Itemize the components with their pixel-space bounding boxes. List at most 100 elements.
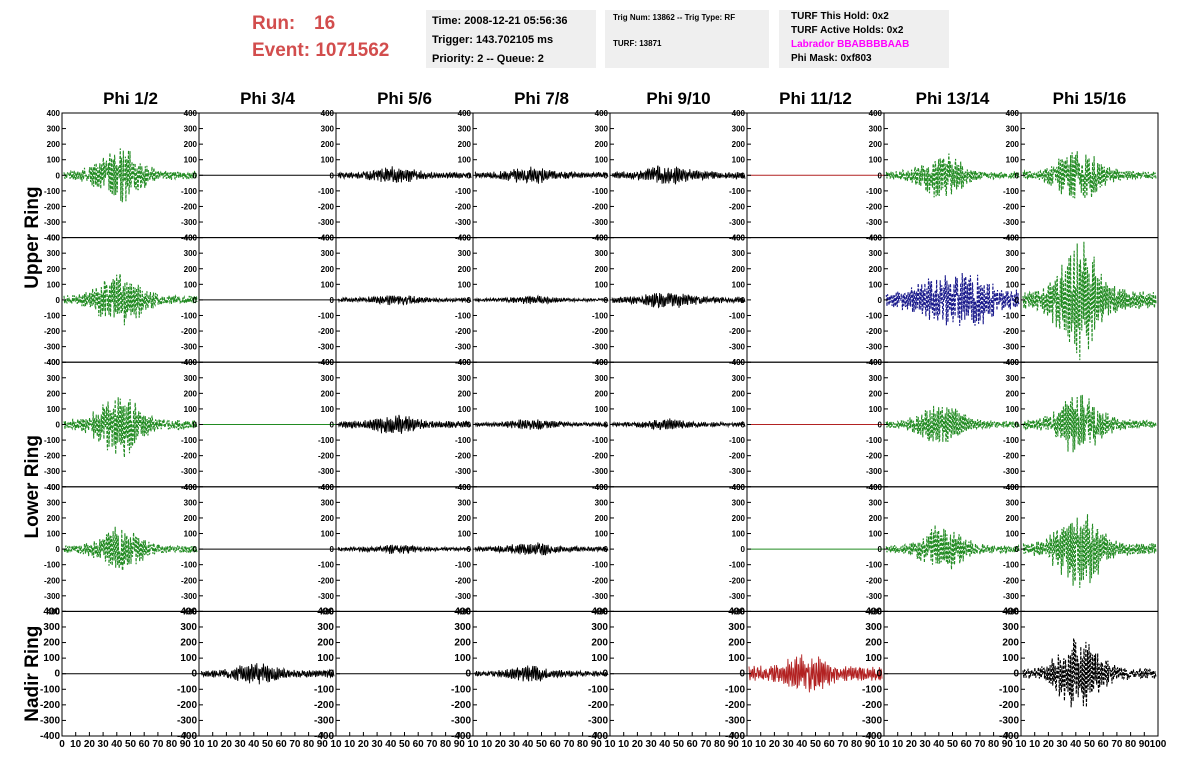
y-tick-label: -400 — [181, 234, 198, 243]
y-tick-label: -400 — [40, 731, 60, 742]
y-tick-label: 0 — [467, 545, 472, 554]
y-tick-label: 300 — [184, 125, 198, 134]
x-tick-label: 50 — [125, 739, 137, 750]
y-tick-label: 100 — [1006, 530, 1020, 539]
y-tick-label: -300 — [181, 467, 198, 476]
y-tick-label: 200 — [869, 140, 883, 149]
x-tick-label: 20 — [221, 739, 233, 750]
y-tick-label: 200 — [43, 638, 60, 649]
y-tick-label: 100 — [1002, 653, 1019, 664]
y-tick-label: 300 — [47, 125, 61, 134]
y-tick-label: -400 — [866, 483, 883, 492]
y-tick-label: 200 — [869, 514, 883, 523]
x-tick-label: 70 — [426, 739, 438, 750]
y-tick-label: 400 — [595, 358, 609, 367]
y-tick-label: -400 — [44, 234, 61, 243]
y-tick-label: -300 — [318, 592, 335, 601]
waveform-trace — [474, 419, 609, 431]
y-tick-label: 400 — [1006, 483, 1020, 492]
y-tick-label: 0 — [193, 296, 198, 305]
y-tick-label: -400 — [318, 483, 335, 492]
x-tick-label: 30 — [509, 739, 521, 750]
y-tick-label: -200 — [1003, 576, 1020, 585]
y-tick-label: -100 — [181, 311, 198, 320]
y-tick-label: -400 — [177, 731, 197, 742]
y-tick-label: 400 — [595, 109, 609, 118]
y-tick-label: -300 — [318, 467, 335, 476]
waveform-trace — [1022, 241, 1157, 361]
y-tick-label: -300 — [318, 343, 335, 352]
y-tick-label: -300 — [729, 467, 746, 476]
y-tick-label: 0 — [604, 421, 609, 430]
y-tick-label: -200 — [181, 452, 198, 461]
waveform-trace — [474, 542, 609, 556]
y-tick-label: 200 — [595, 140, 609, 149]
y-tick-label: -300 — [181, 592, 198, 601]
event-value: 1071562 — [315, 40, 390, 61]
y-tick-label: 400 — [732, 483, 746, 492]
y-tick-label: 100 — [321, 405, 335, 414]
x-tick-label: 10 — [207, 739, 219, 750]
y-tick-label: 200 — [732, 265, 746, 274]
waveform-trace — [885, 405, 1020, 443]
y-tick-label: 300 — [317, 622, 334, 633]
column-title: Phi 7/8 — [514, 89, 569, 108]
x-tick-label: 60 — [687, 739, 699, 750]
y-tick-label: 300 — [321, 249, 335, 258]
waveform-trace — [474, 294, 609, 305]
y-tick-label: -200 — [592, 202, 609, 211]
y-tick-label: -300 — [729, 343, 746, 352]
y-tick-label: 200 — [1002, 638, 1019, 649]
x-tick-label: 10 — [1029, 739, 1041, 750]
y-tick-label: 0 — [878, 545, 883, 554]
y-tick-label: -100 — [44, 311, 61, 320]
y-tick-label: -200 — [592, 576, 609, 585]
y-tick-label: 400 — [180, 606, 197, 617]
y-tick-label: -400 — [318, 234, 335, 243]
column-title: Phi 9/10 — [646, 89, 710, 108]
y-tick-label: -100 — [455, 187, 472, 196]
y-tick-label: 200 — [454, 638, 471, 649]
y-tick-label: 400 — [458, 109, 472, 118]
y-tick-label: -300 — [177, 715, 197, 726]
x-tick-label: 50 — [673, 739, 685, 750]
waveform-trace — [337, 295, 472, 306]
y-tick-label: 200 — [732, 389, 746, 398]
x-tick-label: 90 — [591, 739, 603, 750]
x-tick-label: 70 — [563, 739, 575, 750]
y-tick-label: 400 — [1006, 109, 1020, 118]
trig-info-box: Trig Num: 13862 -- Trig Type: RF TURF: 1… — [605, 10, 769, 68]
y-tick-label: 200 — [1006, 140, 1020, 149]
waveform-trace — [1022, 394, 1157, 453]
y-tick-label: 400 — [869, 358, 883, 367]
y-tick-label: 300 — [47, 249, 61, 258]
column-title: Phi 1/2 — [103, 89, 158, 108]
y-tick-label: 100 — [1006, 405, 1020, 414]
y-tick-label: -400 — [999, 731, 1019, 742]
y-tick-label: 100 — [591, 653, 608, 664]
x-tick-label: 50 — [262, 739, 274, 750]
y-tick-label: -100 — [588, 684, 608, 695]
y-tick-label: 400 — [869, 483, 883, 492]
x-tick-label: 20 — [1043, 739, 1055, 750]
y-tick-label: 0 — [741, 296, 746, 305]
labrador-line: Labrador BBABBBBAAB — [791, 39, 910, 50]
y-tick-label: 400 — [591, 606, 608, 617]
y-tick-label: 0 — [878, 296, 883, 305]
y-tick-label: 100 — [732, 156, 746, 165]
y-tick-label: -400 — [862, 731, 882, 742]
y-tick-label: 0 — [604, 171, 609, 180]
y-tick-label: -100 — [866, 311, 883, 320]
y-tick-label: 200 — [184, 514, 198, 523]
y-tick-label: 400 — [184, 483, 198, 492]
x-tick-label: 90 — [728, 739, 740, 750]
y-tick-label: 100 — [865, 653, 882, 664]
y-tick-label: 200 — [869, 389, 883, 398]
y-tick-label: 300 — [458, 125, 472, 134]
y-tick-label: 200 — [1006, 514, 1020, 523]
y-tick-label: 400 — [321, 483, 335, 492]
y-tick-label: 400 — [458, 234, 472, 243]
y-tick-label: -100 — [999, 684, 1019, 695]
y-tick-label: -400 — [729, 358, 746, 367]
y-tick-label: 200 — [180, 638, 197, 649]
